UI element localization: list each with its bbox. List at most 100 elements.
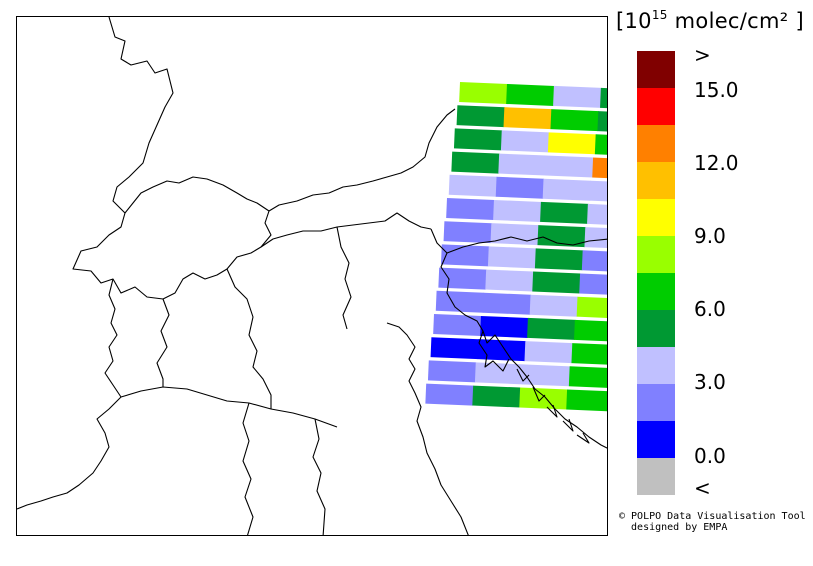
swath-pixel xyxy=(587,203,607,226)
swath-pixel xyxy=(553,85,602,108)
legend-label-0: > xyxy=(694,43,711,67)
swath-pixel xyxy=(527,317,576,340)
swath-pixel xyxy=(472,385,521,408)
swath-pixel xyxy=(443,221,492,244)
swath-pixel xyxy=(438,267,487,290)
legend-label-7: < xyxy=(694,476,711,500)
legend-swatch-7 xyxy=(637,310,675,347)
satellite-swath-layer xyxy=(425,82,607,412)
swath-pixel xyxy=(495,176,545,199)
swath-pixel xyxy=(589,180,607,203)
swath-pixel xyxy=(451,151,500,174)
swath-pixel xyxy=(435,290,485,313)
swath-row-8 xyxy=(438,267,607,296)
swath-pixel xyxy=(477,339,526,362)
legend-swatch-10 xyxy=(637,421,675,458)
slovenia-border xyxy=(446,236,607,254)
legend-swatch-2 xyxy=(637,125,675,162)
swath-pixel xyxy=(566,389,607,412)
swath-row-10 xyxy=(433,314,607,342)
croatia-islands xyxy=(516,368,590,444)
credit-line-2: designed by EMPA xyxy=(619,522,728,533)
swath-pixel xyxy=(506,83,555,106)
swath-pixel xyxy=(446,198,495,220)
region-line-1 xyxy=(120,386,338,428)
region-line-6 xyxy=(242,402,254,535)
swath-pixel xyxy=(498,153,547,176)
swath-pixel xyxy=(459,82,508,104)
swath-row-5 xyxy=(446,198,607,226)
swath-row-4 xyxy=(448,174,607,203)
swath-pixel xyxy=(571,343,607,366)
swath-pixel xyxy=(581,250,607,273)
swath-pixel xyxy=(594,134,607,157)
legend-swatch-5 xyxy=(637,236,675,273)
swath-row-6 xyxy=(443,221,607,250)
legend-title: [1015 molec/cm² ] xyxy=(616,8,804,33)
legend-label-2: 12.0 xyxy=(694,151,739,175)
swath-pixel xyxy=(425,383,474,406)
swath-pixel xyxy=(521,364,571,387)
swath-pixel xyxy=(433,314,482,336)
swath-pixel xyxy=(547,132,597,155)
color-legend-bar xyxy=(637,51,675,495)
swath-row-12 xyxy=(427,360,607,389)
swath-pixel xyxy=(427,360,477,383)
swath-pixel xyxy=(480,315,529,338)
swath-pixel xyxy=(482,292,532,315)
swath-pixel xyxy=(584,227,607,250)
swath-row-9 xyxy=(435,290,607,319)
credit-text: © POLPO Data Visualisation Tool designed… xyxy=(619,511,806,533)
swath-pixel xyxy=(550,109,599,132)
swath-pixel xyxy=(485,269,534,292)
swath-row-13 xyxy=(425,383,607,412)
swath-row-3 xyxy=(451,151,607,180)
swath-pixel xyxy=(448,174,498,197)
france-border xyxy=(108,17,174,214)
switzerland-border xyxy=(72,176,272,300)
legend-label-4: 6.0 xyxy=(694,297,726,321)
legend-swatch-4 xyxy=(637,199,675,236)
swath-row-7 xyxy=(440,244,607,273)
legend-swatch-9 xyxy=(637,384,675,421)
legend-swatch-0 xyxy=(637,51,675,88)
swath-pixel xyxy=(534,248,584,271)
map-canvas xyxy=(17,17,607,535)
adriatic-coast xyxy=(386,322,469,535)
legend-label-5: 3.0 xyxy=(694,370,726,394)
swath-pixel xyxy=(532,271,581,294)
swath-pixel xyxy=(537,225,586,248)
swath-row-2 xyxy=(453,128,607,157)
legend-label-1: 15.0 xyxy=(694,78,739,102)
swath-pixel xyxy=(574,319,607,342)
swath-pixel xyxy=(600,87,607,110)
swath-row-0 xyxy=(459,82,607,110)
swath-pixel xyxy=(453,128,503,151)
swath-pixel xyxy=(579,273,607,296)
swath-pixel xyxy=(519,387,568,410)
croatia-coast xyxy=(430,228,607,449)
region-line-5 xyxy=(312,418,326,535)
legend-swatch-8 xyxy=(637,347,675,384)
swath-pixel xyxy=(456,105,505,128)
legend-swatch-11 xyxy=(637,458,675,495)
swath-pixel xyxy=(545,155,594,178)
swath-pixel xyxy=(568,366,607,389)
swath-pixel xyxy=(440,244,490,267)
swath-pixel xyxy=(592,157,607,180)
swath-pixel xyxy=(430,337,479,360)
swath-row-11 xyxy=(430,337,607,366)
swath-row-1 xyxy=(456,105,607,134)
legend-swatch-1 xyxy=(637,88,675,125)
region-line-2 xyxy=(226,268,272,409)
austria-south-border xyxy=(260,212,432,248)
swath-pixel xyxy=(576,296,607,319)
border-lines xyxy=(17,17,607,535)
credit-line-1: © POLPO Data Visualisation Tool xyxy=(619,511,806,522)
swath-pixel xyxy=(597,111,607,134)
swath-pixel xyxy=(487,246,537,269)
region-line-3 xyxy=(156,298,170,387)
swath-pixel xyxy=(542,178,592,201)
map-frame xyxy=(16,16,608,536)
istria xyxy=(478,330,510,372)
